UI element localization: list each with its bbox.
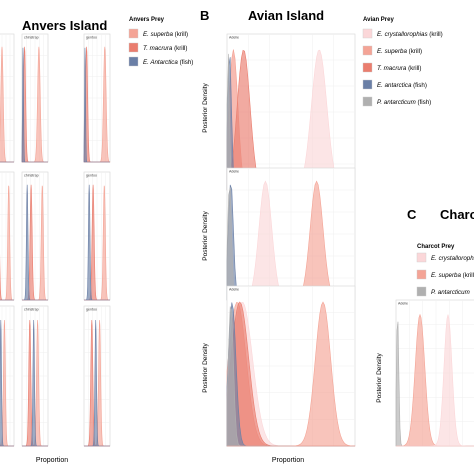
- panel-c-legend-title: Charcot Prey: [417, 244, 455, 250]
- panel-a-plot-r1-c2-series-2: [21, 47, 48, 163]
- legend-a-swatch-0: [128, 28, 139, 39]
- panel-b-xlabel: Proportion: [272, 457, 304, 464]
- legend-b-label-3: E. antarctica (fish): [377, 82, 427, 89]
- panel-b-plot-3-label: Adelie: [229, 288, 239, 292]
- legend-a-label-2: E. Antarctica (fish): [143, 59, 193, 66]
- panel-b-legend: E. crystallorophias (krill) E. superba (k…: [362, 28, 443, 107]
- panel-a-plot-r2-c1: [0, 171, 15, 301]
- panel-b-plot-2: Adelie: [226, 167, 356, 301]
- panel-b-plot-3: Adelie: [226, 285, 356, 447]
- panel-a-plot-r1-c1: [0, 33, 15, 163]
- panel-c-plot-1-series-2: [396, 314, 474, 447]
- legend-b-swatch-4: [362, 96, 373, 107]
- legend-c-label-1: E. superba (krill): [431, 272, 474, 279]
- legend-b-label-4: P. antarcticum (fish): [377, 99, 431, 106]
- panel-a-plot-r2-c3: gentoo: [83, 171, 111, 301]
- panel-a-legend: E. superba (krill) T. macrura (krill) E. A…: [128, 28, 193, 67]
- panel-a-plot-r3-c1-series-2: [0, 319, 14, 447]
- panel-a-plot-r2-c2-series-2: [22, 184, 48, 301]
- panel-a-plot-r2-c3-label: gentoo: [86, 174, 97, 178]
- panel-b-letter: B: [200, 8, 209, 23]
- legend-a-swatch-2: [128, 56, 139, 67]
- panel-a-legend-title: Anvers Prey: [129, 17, 165, 23]
- panel-a-plot-r2-c3-series-2: [84, 184, 110, 301]
- panel-a-plot-r1-c2: chinstrap: [21, 33, 49, 163]
- panel-a-plot-r3-c3-label: gentoo: [86, 308, 97, 312]
- legend-a-label-1: T. macrura (krill): [143, 45, 187, 52]
- panel-b-ylabel-2: Posterior Density: [202, 211, 209, 261]
- legend-c-swatch-1: [416, 269, 427, 280]
- panel-b-ylabel-3: Posterior Density: [202, 343, 209, 393]
- panel-a-plot-r1-c3: gentoo: [83, 33, 111, 163]
- legend-b-swatch-0: [362, 28, 373, 39]
- panel-a-plot-r1-c3-series-2: [83, 47, 110, 163]
- legend-a-swatch-1: [128, 42, 139, 53]
- panel-c-legend: E. crystallorophias E. superba (krill) P. …: [416, 252, 474, 297]
- legend-b-label-1: E. superba (krill): [377, 48, 422, 55]
- legend-b-swatch-2: [362, 62, 373, 73]
- panel-b-plot-3-series-5: [227, 301, 356, 447]
- panel-a-title: Anvers Island: [22, 18, 107, 33]
- legend-b-label-0: E. crystallorophias (krill): [377, 31, 443, 38]
- panel-c-plot-1-label: Adelie: [398, 302, 408, 306]
- legend-b-swatch-1: [362, 45, 373, 56]
- legend-c-label-0: E. crystallorophias: [431, 255, 474, 262]
- panel-c-plot-1: Adelie: [395, 299, 474, 447]
- panel-a-plot-r3-c2-series-2: [22, 319, 48, 447]
- legend-b-label-2: T. macrura (krill): [377, 65, 421, 72]
- legend-c-swatch-2: [416, 286, 427, 297]
- panel-c-title: Charcot: [440, 207, 474, 222]
- panel-b-plot-1: Adelie: [226, 33, 356, 191]
- panel-a-plot-r1-c2-label: chinstrap: [24, 36, 39, 40]
- panel-a-plot-r3-c3: gentoo: [83, 305, 111, 447]
- density-plots: Adelie Adelie Adelie Adelie chinstrap gentoo c…: [0, 33, 474, 447]
- panel-a-plot-r2-c2: chinstrap: [21, 171, 49, 301]
- legend-c-swatch-0: [416, 252, 427, 263]
- panel-a-plot-r3-c1: [0, 305, 15, 447]
- legend-a-label-0: E. superba (krill): [143, 31, 188, 38]
- panel-b-plot-1-label: Adelie: [229, 36, 239, 40]
- panel-b-title: Avian Island: [248, 8, 324, 23]
- panel-a-xlabel: Proportion: [36, 457, 68, 464]
- panel-a-plot-r2-c2-label: chinstrap: [24, 174, 39, 178]
- panel-a-plot-r2-c1-series-2: [0, 299, 14, 301]
- panel-a-plot-r1-c1-series-2: [0, 161, 14, 163]
- legend-b-swatch-3: [362, 79, 373, 90]
- panel-a-plot-r3-c2: chinstrap: [21, 305, 49, 447]
- panel-c-letter: C: [407, 207, 417, 222]
- panel-b-ylabel-1: Posterior Density: [202, 83, 209, 133]
- panel-a-plot-r3-c3-series-2: [84, 319, 110, 447]
- panel-c-ylabel: Posterior Density: [376, 353, 383, 403]
- panel-b-plot-2-label: Adelie: [229, 170, 239, 174]
- panel-b-legend-title: Avian Prey: [363, 17, 394, 23]
- panel-a-plot-r3-c2-label: chinstrap: [24, 308, 39, 312]
- panel-a-plot-r1-c3-label: gentoo: [86, 36, 97, 40]
- legend-c-label-2: P. antarcticum: [431, 289, 470, 296]
